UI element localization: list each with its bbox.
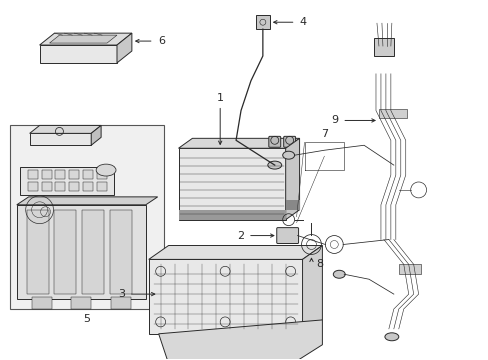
FancyBboxPatch shape bbox=[148, 260, 302, 334]
Text: 5: 5 bbox=[82, 314, 89, 324]
Polygon shape bbox=[40, 33, 132, 45]
Polygon shape bbox=[30, 125, 101, 133]
Ellipse shape bbox=[282, 151, 294, 159]
Polygon shape bbox=[285, 138, 299, 220]
Bar bbox=[10, 125, 163, 309]
Bar bbox=[83, 182, 93, 191]
Bar bbox=[28, 170, 38, 179]
Bar bbox=[285, 200, 299, 210]
Text: 3: 3 bbox=[118, 289, 124, 299]
FancyBboxPatch shape bbox=[17, 205, 145, 299]
Ellipse shape bbox=[333, 270, 345, 278]
Polygon shape bbox=[17, 197, 157, 205]
FancyBboxPatch shape bbox=[30, 133, 91, 145]
Polygon shape bbox=[91, 125, 101, 145]
Bar bbox=[41, 182, 51, 191]
Bar bbox=[255, 15, 269, 29]
Text: 9: 9 bbox=[330, 116, 338, 126]
Bar bbox=[373, 38, 393, 56]
Bar bbox=[28, 182, 38, 191]
FancyBboxPatch shape bbox=[268, 136, 280, 147]
Polygon shape bbox=[49, 35, 117, 43]
Bar bbox=[54, 210, 76, 294]
FancyBboxPatch shape bbox=[283, 136, 295, 147]
Ellipse shape bbox=[384, 333, 398, 341]
Text: 2: 2 bbox=[236, 230, 244, 240]
Bar bbox=[41, 170, 51, 179]
Bar bbox=[83, 170, 93, 179]
Text: 7: 7 bbox=[320, 129, 327, 139]
Text: 6: 6 bbox=[158, 36, 165, 46]
Bar bbox=[111, 297, 131, 309]
Bar bbox=[97, 182, 107, 191]
Bar bbox=[110, 210, 132, 294]
Polygon shape bbox=[302, 246, 322, 334]
Bar bbox=[69, 182, 79, 191]
Polygon shape bbox=[158, 320, 322, 360]
Bar bbox=[178, 210, 285, 220]
Polygon shape bbox=[178, 138, 299, 148]
Ellipse shape bbox=[267, 161, 281, 169]
Ellipse shape bbox=[96, 164, 116, 176]
Text: 4: 4 bbox=[299, 17, 306, 27]
Bar bbox=[55, 182, 65, 191]
FancyBboxPatch shape bbox=[276, 228, 298, 243]
Bar bbox=[27, 210, 48, 294]
Bar bbox=[378, 109, 406, 118]
FancyBboxPatch shape bbox=[40, 45, 117, 63]
Bar bbox=[55, 170, 65, 179]
Bar bbox=[71, 297, 91, 309]
Polygon shape bbox=[148, 246, 322, 260]
Text: 1: 1 bbox=[216, 93, 223, 103]
Polygon shape bbox=[117, 33, 132, 63]
Bar bbox=[398, 264, 420, 274]
Bar bbox=[32, 297, 51, 309]
Bar bbox=[82, 210, 104, 294]
FancyBboxPatch shape bbox=[178, 148, 285, 220]
FancyBboxPatch shape bbox=[20, 167, 114, 195]
Bar bbox=[97, 170, 107, 179]
Text: 8: 8 bbox=[316, 259, 323, 269]
Bar bbox=[69, 170, 79, 179]
